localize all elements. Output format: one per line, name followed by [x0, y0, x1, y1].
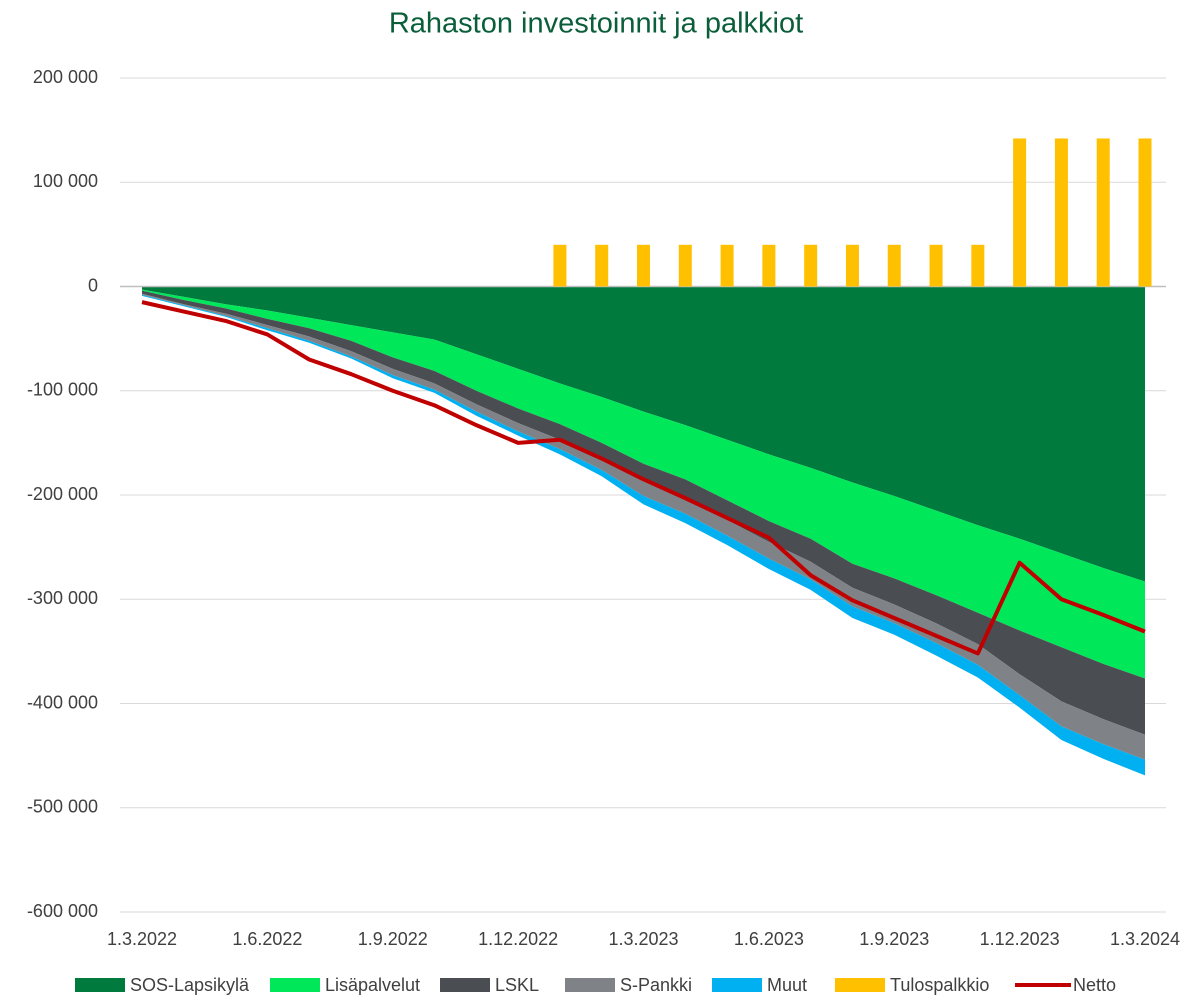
legend-label: SOS-Lapsikylä [130, 975, 250, 995]
legend-label: LSKL [495, 975, 539, 995]
legend-swatch [565, 978, 615, 992]
area [142, 293, 1145, 760]
legend-label: S-Pankki [620, 975, 692, 995]
chart-title: Rahaston investoinnit ja palkkiot [389, 8, 803, 40]
y-tick-label: 100 000 [33, 171, 98, 191]
bar [595, 244, 609, 287]
bar [678, 244, 692, 287]
line [141, 300, 1146, 656]
x-tick-label: 1.9.2023 [859, 929, 929, 949]
x-tick-label: 1.6.2022 [232, 929, 302, 949]
bar [1013, 138, 1027, 287]
x-tick-label: 1.3.2024 [1110, 929, 1180, 949]
legend-swatch [712, 978, 762, 992]
legend-swatch [75, 978, 125, 992]
bar [720, 244, 734, 287]
bar [887, 244, 901, 287]
y-tick-label: -600 000 [27, 901, 98, 921]
x-tick-label: 1.3.2023 [608, 929, 678, 949]
y-tick-label: -400 000 [27, 692, 98, 712]
x-tick-label: 1.12.2023 [980, 929, 1060, 949]
y-tick-label: -300 000 [27, 588, 98, 608]
area [142, 286, 1145, 582]
bar [1138, 138, 1152, 287]
y-tick-label: 0 [88, 275, 98, 295]
x-tick-label: 1.12.2022 [478, 929, 558, 949]
legend-swatch [270, 978, 320, 992]
y-tick-label: -100 000 [27, 380, 98, 400]
bar [762, 244, 776, 287]
y-tick-label: 200 000 [33, 67, 98, 87]
area [142, 289, 1145, 679]
bar [637, 244, 650, 287]
legend-swatch [440, 978, 490, 992]
area [142, 290, 1145, 735]
legend-label: Netto [1073, 975, 1116, 995]
legend-swatch [835, 978, 885, 992]
legend-label: Tulospalkkio [890, 975, 989, 995]
legend-label: Muut [767, 975, 807, 995]
x-tick-label: 1.6.2023 [734, 929, 804, 949]
bar [1096, 138, 1110, 287]
x-tick-label: 1.9.2022 [358, 929, 428, 949]
bar [553, 244, 567, 287]
y-tick-label: -500 000 [27, 797, 98, 817]
bar [929, 244, 943, 287]
x-tick-label: 1.3.2022 [107, 929, 177, 949]
bar [1054, 138, 1068, 287]
bar [845, 244, 859, 287]
legend-label: Lisäpalvelut [325, 975, 420, 995]
bar [971, 244, 985, 287]
y-tick-label: -200 000 [27, 484, 98, 504]
bar [804, 244, 818, 287]
